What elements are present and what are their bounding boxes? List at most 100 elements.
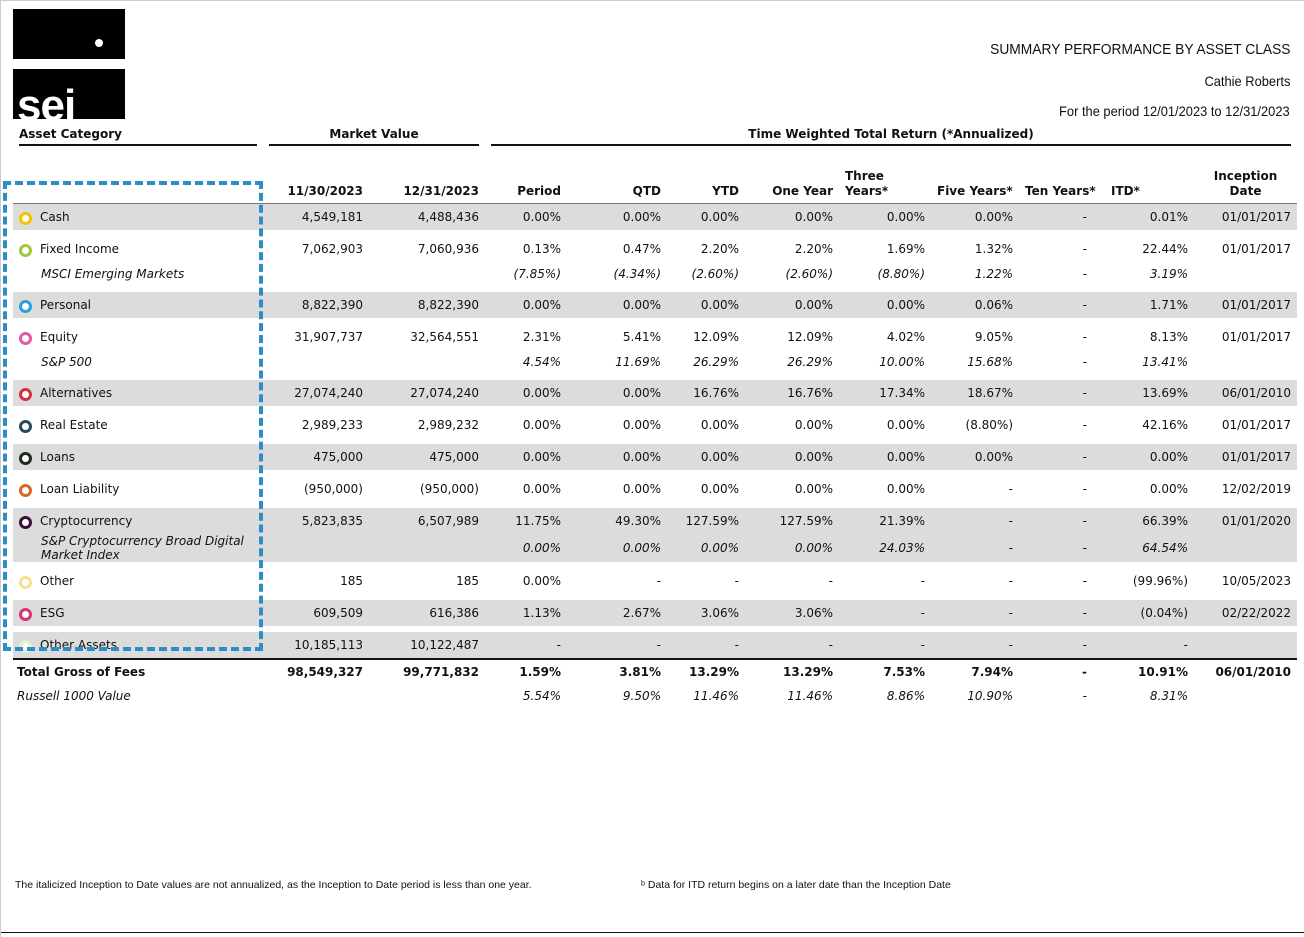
cell: (950,000) [420, 482, 479, 496]
asset-name: MSCI Emerging Markets [41, 267, 185, 281]
cell: 0.00% [700, 418, 739, 432]
cell: 01/01/2017 [1221, 418, 1291, 432]
empty-cell [263, 262, 369, 286]
empty-cell [369, 350, 485, 374]
cell: 0.00% [839, 292, 931, 318]
asset-name-cell: MSCI Emerging Markets [13, 262, 263, 286]
cell: 0.00% [745, 203, 839, 230]
column-header: YTD [667, 149, 745, 204]
cell: 3.06% [745, 600, 839, 626]
asset-name-cell: Other [13, 568, 263, 594]
asset-name-cell: ESG [13, 600, 263, 626]
column-header: QTD [567, 149, 667, 204]
cell: 31,907,737 [294, 330, 363, 344]
cell: - [1019, 203, 1105, 230]
cell: 24.03% [839, 534, 931, 562]
cell: 2,989,232 [417, 418, 479, 432]
cell: 0.00% [839, 444, 931, 470]
cell: 1.22% [974, 267, 1013, 281]
cell: 0.00% [485, 534, 567, 562]
cell: 15.68% [967, 355, 1013, 369]
asset-name-cell: Fixed Income [13, 236, 263, 262]
cell: 5,823,835 [263, 508, 369, 534]
footnote: The italicized Inception to Date values … [15, 879, 532, 891]
cell: 1.13% [485, 600, 567, 626]
cell: 10.91% [1105, 658, 1194, 684]
cell: 4.02% [886, 330, 925, 344]
cell: - [1019, 444, 1105, 470]
cell: 0.00% [794, 418, 833, 432]
asset-name-cell: Real Estate [13, 412, 263, 438]
table-row: Total Gross of Fees 98,549,327 99,771,832 1… [13, 658, 1297, 684]
cell: 0.00% [522, 418, 561, 432]
asset-name: Fixed Income [40, 241, 120, 256]
asset-name-cell: Cryptocurrency [13, 508, 263, 534]
cell: 8.13% [1149, 330, 1188, 344]
cell: 0.00% [485, 292, 567, 318]
cell: - [839, 600, 931, 626]
cell: 127.59% [745, 508, 839, 534]
cell: 64.54% [1105, 534, 1194, 562]
asset-name: Russell 1000 Value [17, 689, 131, 703]
cell: 0.00% [886, 482, 925, 496]
cell: 13.41% [1142, 355, 1188, 369]
table-row: S&P 500 4.54% 11.69% 26.29% 26.29% 10.00% 15.6… [13, 350, 1297, 374]
table-row: Cash 4,549,181 4,488,436 0.00% 0.00% 0.00% 0.0… [13, 203, 1297, 230]
cell: 609,509 [263, 600, 369, 626]
cell: 2.20% [794, 242, 833, 256]
asset-name-cell: S&P Cryptocurrency Broad Digital Market … [13, 534, 263, 562]
table-row: Equity 31,907,737 32,564,551 2.31% 5.41% 12.0… [13, 324, 1297, 350]
cell: 98,549,327 [263, 658, 369, 684]
cell: 11.46% [693, 689, 739, 703]
cell: 0.00% [794, 482, 833, 496]
cell: (4.34%) [613, 267, 661, 281]
cell: 01/01/2017 [1194, 203, 1297, 230]
table-row: Other 185 185 0.00% - - - - - - (99.96%) 10/05/2023 [13, 568, 1297, 594]
column-header: Ten Years* [1019, 149, 1105, 204]
cell: 01/01/2017 [1221, 242, 1291, 256]
color-dot [19, 575, 32, 589]
asset-name: S&P Cryptocurrency Broad Digital Market … [41, 534, 244, 562]
client-name: Cathie Roberts [1204, 73, 1290, 89]
highlight-box [3, 181, 263, 651]
cell: 2.20% [700, 242, 739, 256]
asset-name-cell: Russell 1000 Value [13, 684, 263, 708]
cell: 1.59% [485, 658, 567, 684]
cell: - [1019, 380, 1105, 406]
color-dot [19, 243, 32, 257]
cell: 06/01/2010 [1194, 658, 1297, 684]
cell: 27,074,240 [263, 380, 369, 406]
cell: 2.31% [522, 330, 561, 344]
cell: 3.81% [567, 658, 667, 684]
table-row: Loan Liability (950,000) (950,000) 0.00% 0.0… [13, 476, 1297, 502]
cell: 12/02/2019 [1221, 482, 1291, 496]
cell: 0.01% [1105, 203, 1194, 230]
asset-name-cell: Other Assets [13, 632, 263, 659]
cell: 0.00% [745, 292, 839, 318]
cell: - [1082, 242, 1087, 256]
table-row: Loans 475,000 475,000 0.00% 0.00% 0.00% 0.00% 0… [13, 444, 1297, 470]
cell: 0.00% [745, 444, 839, 470]
cell: 12.09% [693, 330, 739, 344]
cell: 0.00% [1105, 444, 1194, 470]
cell: 185 [456, 574, 479, 588]
asset-name-cell: Loans [13, 444, 263, 470]
cell: 8,822,390 [369, 292, 485, 318]
cell: - [1082, 482, 1087, 496]
cell: 0.00% [567, 203, 667, 230]
cell: 10/05/2023 [1221, 574, 1291, 588]
cell: 5.54% [522, 689, 561, 703]
cell: 0.00% [567, 380, 667, 406]
asset-name: Real Estate [40, 417, 108, 432]
cell: 475,000 [369, 444, 485, 470]
cell: 01/01/2017 [1194, 292, 1297, 318]
empty-cell [263, 350, 369, 374]
cell: 13.69% [1105, 380, 1194, 406]
cell: - [1019, 658, 1105, 684]
column-header: One Year [745, 149, 839, 204]
cell: 0.00% [931, 203, 1019, 230]
color-dot [19, 451, 32, 465]
cell: 42.16% [1142, 418, 1188, 432]
cell: 22.44% [1142, 242, 1188, 256]
cell: - [1082, 689, 1087, 703]
